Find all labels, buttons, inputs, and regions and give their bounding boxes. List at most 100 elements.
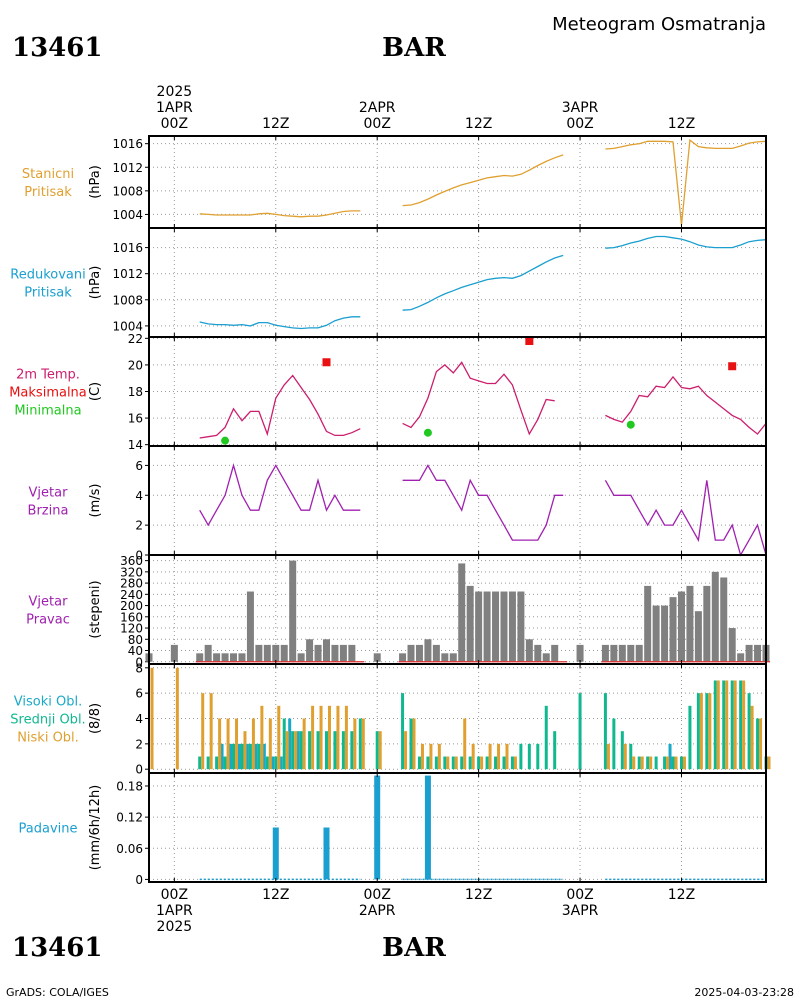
cloud-bar bbox=[437, 743, 441, 770]
wind-dir-bar bbox=[711, 571, 719, 662]
cloud-bar bbox=[296, 731, 300, 770]
cloud-bar bbox=[378, 731, 382, 770]
cloud-bar bbox=[262, 743, 266, 770]
bottom-time-label: 2APR bbox=[359, 903, 396, 919]
cloud-bar bbox=[637, 756, 641, 770]
cloud-bar bbox=[513, 756, 517, 770]
y-tick-label: 18 bbox=[128, 385, 143, 399]
precip-bar bbox=[323, 827, 330, 880]
top-time-label: 00Z bbox=[566, 116, 593, 132]
cloud-bar bbox=[713, 680, 717, 770]
y-tick-label: 14 bbox=[128, 438, 143, 452]
cloud-bar bbox=[759, 718, 763, 770]
bottom-time-label: 00Z bbox=[566, 887, 593, 903]
cloud-bar bbox=[485, 756, 489, 770]
wind-dir-bar bbox=[703, 585, 711, 662]
cloud-bar bbox=[245, 743, 249, 770]
wind-dir-bar bbox=[677, 591, 685, 662]
y-tick-label: 8 bbox=[135, 661, 143, 675]
wind-dir-bar bbox=[542, 653, 550, 662]
wind-dir-bar bbox=[348, 644, 356, 662]
wind-dir-bar bbox=[331, 644, 339, 662]
series-line bbox=[402, 154, 564, 207]
cloud-bar bbox=[629, 743, 633, 770]
min-temp-marker bbox=[423, 428, 432, 437]
wind-dir-bar bbox=[492, 591, 500, 662]
cloud-bar bbox=[353, 718, 357, 770]
wind-dir-bar bbox=[466, 585, 474, 662]
cloud-bar bbox=[527, 743, 531, 770]
wind-dir-bar bbox=[230, 653, 238, 662]
panel-label: Padavine bbox=[19, 822, 78, 837]
panel-label: 2m Temp. bbox=[16, 368, 80, 383]
cloud-bar bbox=[333, 731, 337, 770]
cloud-bar bbox=[739, 680, 743, 770]
cloud-bar bbox=[708, 693, 712, 770]
cloud-bar bbox=[606, 743, 610, 770]
cloud-bar bbox=[237, 743, 241, 770]
cloud-bar bbox=[220, 743, 224, 770]
min-temp-marker bbox=[221, 436, 230, 445]
cloud-bar bbox=[223, 756, 227, 770]
y-tick-label: 120 bbox=[120, 622, 143, 636]
wind-dir-bar bbox=[441, 653, 449, 662]
panel-label: Stanicni bbox=[22, 167, 74, 182]
wind-dir-bar bbox=[322, 639, 330, 662]
y-tick-label: 16 bbox=[128, 412, 143, 426]
top-time-label: 3APR bbox=[562, 100, 599, 116]
wind-dir-bar bbox=[483, 591, 491, 662]
wind-dir-bar bbox=[694, 611, 702, 662]
cloud-bar bbox=[488, 743, 492, 770]
cloud-bar bbox=[623, 743, 627, 770]
cloud-bar bbox=[671, 756, 675, 770]
cloud-bar bbox=[742, 680, 746, 770]
cloud-bar bbox=[291, 731, 295, 770]
cloud-bar bbox=[699, 693, 703, 770]
cloud-bar bbox=[324, 731, 328, 770]
wind-dir-bar bbox=[196, 653, 204, 662]
cloud-bar bbox=[282, 718, 286, 770]
wind-dir-bar bbox=[754, 644, 762, 662]
y-tick-label: 1004 bbox=[112, 319, 143, 333]
top-time-label: 1APR bbox=[156, 100, 193, 116]
cloud-bar bbox=[688, 705, 692, 770]
cloud-bar bbox=[201, 693, 205, 770]
y-tick-label: 2 bbox=[135, 519, 143, 533]
y-tick-label: 1012 bbox=[112, 161, 143, 175]
cloud-bar bbox=[519, 743, 523, 770]
cloud-bar bbox=[463, 718, 467, 770]
series-line bbox=[604, 479, 767, 557]
cloud-bar bbox=[612, 718, 616, 770]
cloud-bar bbox=[733, 680, 737, 770]
cloud-bar bbox=[260, 705, 264, 770]
wind-dir-bar bbox=[339, 644, 347, 662]
wind-dir-bar bbox=[170, 644, 178, 662]
cloud-bar bbox=[248, 743, 252, 770]
panel-label: Visoki Obl. bbox=[14, 695, 82, 710]
cloud-bar bbox=[302, 718, 306, 770]
wind-dir-bar bbox=[432, 644, 440, 662]
cloud-bar bbox=[632, 756, 636, 770]
cloud-bar bbox=[705, 693, 709, 770]
y-tick-label: 0 bbox=[135, 763, 143, 777]
cloud-bar bbox=[654, 756, 658, 770]
wind-dir-bar bbox=[737, 653, 745, 662]
cloud-bar bbox=[480, 756, 484, 770]
cloud-bar bbox=[327, 705, 331, 770]
cloud-bar bbox=[288, 718, 292, 770]
cloud-bar bbox=[294, 731, 298, 770]
cloud-bar bbox=[682, 756, 686, 770]
wind-dir-bar bbox=[686, 585, 694, 662]
station-id-top: 13461 bbox=[12, 33, 102, 63]
precip-bar bbox=[374, 775, 381, 880]
wind-dir-bar bbox=[246, 591, 254, 662]
wind-dir-bar bbox=[635, 644, 643, 662]
y-tick-label: 20 bbox=[128, 358, 143, 372]
cloud-bar bbox=[725, 680, 729, 770]
cloud-bar bbox=[603, 693, 607, 770]
max-temp-marker bbox=[525, 336, 534, 345]
cloud-bar bbox=[150, 667, 154, 770]
cloud-bar bbox=[361, 718, 365, 770]
